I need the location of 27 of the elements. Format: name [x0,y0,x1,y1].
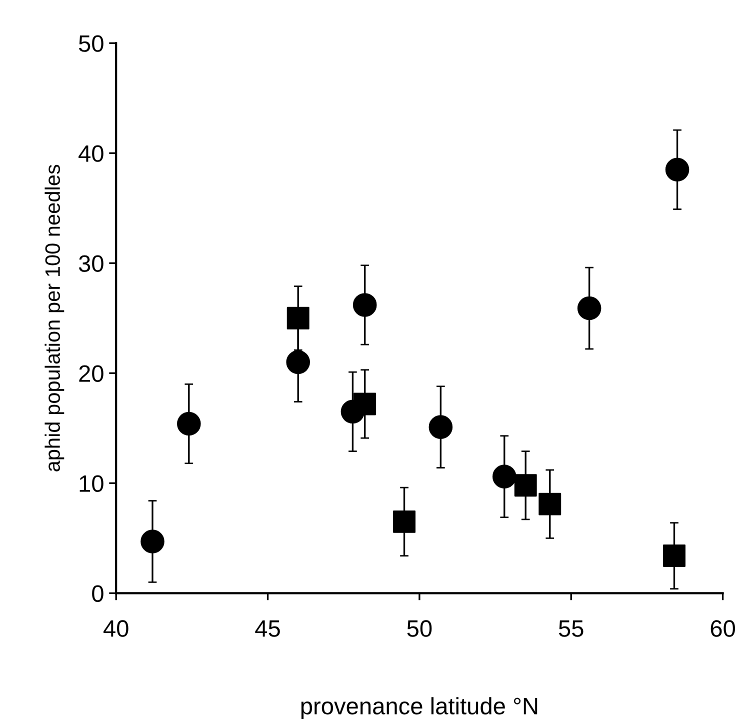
x-tick-label: 50 [407,620,432,637]
x-axis-title: provenance latitude °N [301,697,538,719]
point [577,296,602,320]
point [665,158,690,182]
point [663,544,686,567]
y-tick-label: 30 [78,255,104,272]
y-tick-label: 20 [79,365,104,382]
point [286,306,310,330]
point [538,492,562,516]
y-tick-label: 0 [92,585,104,602]
point [177,412,201,436]
point [492,464,516,488]
y-tick-label: 40 [78,145,104,162]
point [354,392,376,416]
point [428,415,453,439]
y-tick-label: 50 [78,35,104,52]
y-tick-label: 10 [80,475,104,492]
point [393,510,416,533]
point [140,530,164,554]
point [352,293,377,317]
x-tick-label: 45 [255,620,280,637]
x-tick-label: 55 [558,620,584,637]
point [286,350,310,374]
x-tick-label: 40 [104,620,128,637]
point [514,474,537,497]
x-tick-label: 60 [710,620,735,637]
y-axis-title: aphid population per 100 needles [44,164,64,472]
